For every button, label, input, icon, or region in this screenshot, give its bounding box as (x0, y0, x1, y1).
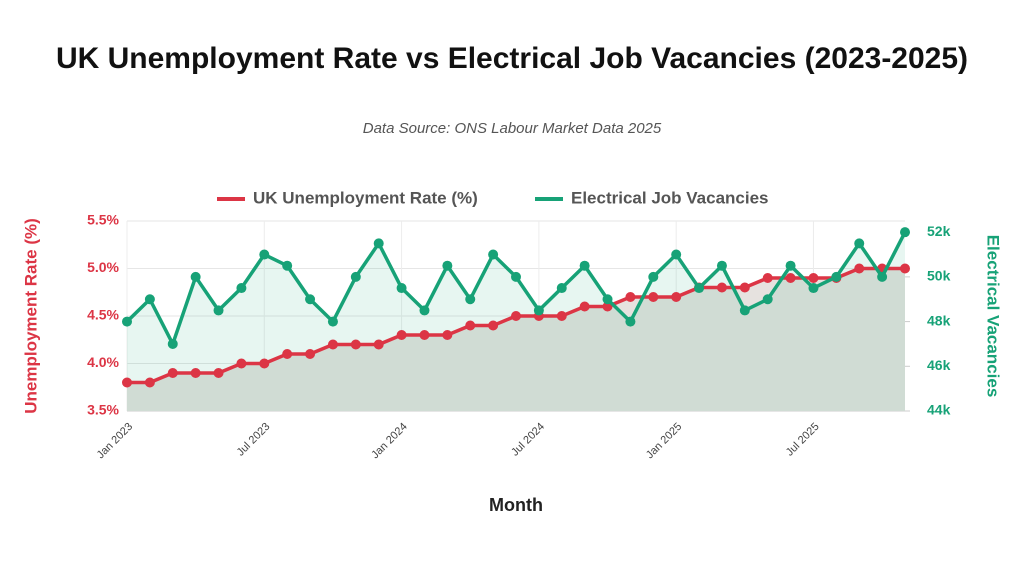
y-tick-label: 4.0% (87, 354, 119, 370)
series-area (127, 268, 905, 411)
data-point (144, 377, 155, 388)
data-point (396, 283, 407, 294)
data-point (442, 260, 453, 271)
data-point (739, 305, 750, 316)
data-point (739, 282, 750, 293)
data-point (602, 294, 613, 305)
data-point (488, 249, 499, 260)
data-point (282, 349, 293, 359)
data-point (259, 249, 270, 260)
data-point (511, 271, 521, 282)
data-point (465, 320, 476, 331)
data-point (762, 294, 773, 305)
data-point (282, 260, 293, 271)
y2-tick-label: 52k (927, 223, 951, 239)
data-point (350, 271, 361, 282)
data-point (625, 316, 636, 327)
data-point (190, 271, 201, 282)
y2-tick-label: 44k (927, 402, 951, 418)
y2-tick-label: 48k (927, 312, 951, 328)
data-point (122, 377, 132, 388)
y-tick-label: 4.5% (87, 307, 119, 323)
data-point (465, 294, 476, 305)
y2-tick-label: 50k (927, 268, 951, 284)
data-point (579, 260, 590, 271)
chart-subtitle: Data Source: ONS Labour Market Data 2025 (363, 120, 662, 137)
data-point (900, 227, 910, 238)
y-tick-label: 5.5% (87, 212, 119, 228)
data-point (785, 273, 796, 283)
data-point (488, 320, 499, 331)
data-point (167, 368, 178, 378)
data-point (396, 330, 407, 340)
data-point (854, 238, 865, 249)
x-tick-label: Jan 2025 (644, 421, 684, 461)
data-point (190, 368, 201, 378)
data-point (762, 273, 773, 283)
x-tick-label: Jan 2024 (369, 421, 409, 461)
data-point (327, 339, 338, 350)
data-point (785, 260, 796, 271)
chart-title: UK Unemployment Rate vs Electrical Job V… (56, 42, 968, 75)
data-point (213, 305, 224, 316)
data-point (854, 263, 865, 274)
data-point (167, 338, 178, 349)
data-point (694, 283, 705, 294)
data-point (716, 282, 727, 293)
data-point (236, 358, 247, 369)
data-point (305, 349, 316, 359)
data-point (259, 358, 270, 369)
data-point (144, 294, 155, 305)
data-point (648, 271, 659, 282)
y2-tick-label: 46k (927, 357, 951, 373)
data-point (305, 294, 316, 305)
data-point (556, 283, 567, 294)
legend-label: Electrical Job Vacancies (571, 188, 769, 207)
legend-label: UK Unemployment Rate (%) (253, 188, 478, 207)
series-area (127, 232, 905, 411)
data-point (900, 263, 910, 274)
data-point (419, 330, 430, 340)
data-point (122, 316, 132, 327)
data-point (373, 339, 384, 350)
data-point (213, 368, 224, 378)
data-point (442, 330, 453, 340)
data-point (671, 249, 682, 260)
y-axis-title: Unemployment Rate (%) (21, 218, 40, 414)
data-point (808, 283, 819, 294)
data-point (350, 339, 361, 350)
x-tick-label: Jan 2023 (95, 421, 135, 461)
data-point (579, 301, 590, 312)
data-point (327, 316, 338, 327)
x-tick-label: Jul 2025 (784, 421, 822, 459)
data-point (511, 311, 521, 321)
y2-axis-title: Electrical Vacancies (984, 235, 1003, 398)
data-point (648, 292, 659, 302)
data-point (373, 238, 384, 249)
data-point (671, 292, 682, 302)
data-point (877, 271, 888, 282)
y-tick-label: 3.5% (87, 402, 119, 418)
data-point (419, 305, 430, 316)
x-tick-label: Jul 2023 (235, 421, 273, 459)
data-point (625, 292, 636, 302)
y-tick-label: 5.0% (87, 259, 119, 275)
x-axis-title: Month (489, 495, 543, 515)
data-point (236, 283, 247, 294)
data-point (556, 311, 567, 321)
data-point (808, 273, 819, 283)
data-point (831, 271, 842, 282)
data-point (716, 260, 727, 271)
x-tick-label: Jul 2024 (509, 421, 547, 459)
data-point (533, 305, 544, 316)
